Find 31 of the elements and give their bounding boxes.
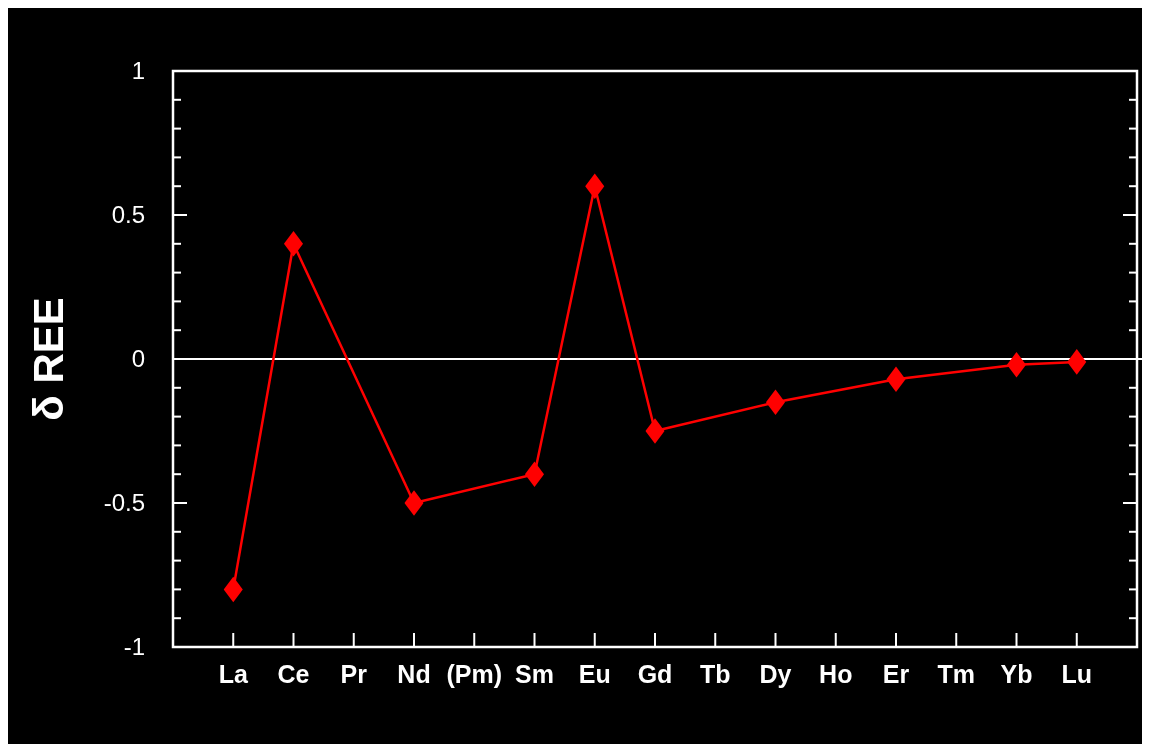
point [585, 173, 605, 199]
point [886, 366, 906, 392]
x-tick-label: Eu [578, 660, 611, 688]
y-tick-label: 1 [131, 57, 145, 85]
x-tick-label: Sm [515, 660, 554, 688]
x-tick-label: Pr [340, 660, 368, 688]
x-tick-label: Lu [1061, 660, 1093, 688]
x-tick-label: Tm [937, 660, 975, 688]
x-tick-label: (Pm) [446, 660, 503, 688]
x-tick-label: Er [882, 660, 910, 688]
y-axis-title: δ REE [25, 297, 72, 421]
x-tick-label: Yb [1000, 660, 1033, 688]
point [404, 490, 424, 516]
x-tick-label: La [218, 660, 249, 688]
y-tick-label: -0.5 [103, 489, 145, 517]
x-tick-label: Ho [819, 660, 853, 688]
x-tick-label: Dy [759, 660, 792, 688]
point [765, 389, 786, 415]
x-tick-label: Tb [699, 660, 731, 688]
y-tick-label: 0.5 [111, 201, 145, 229]
y-tick-label: -1 [123, 633, 145, 661]
y-tick-label: 0 [131, 345, 145, 373]
point [645, 418, 665, 444]
point [524, 461, 545, 487]
x-tick-label: Ce [277, 660, 310, 688]
point [1006, 352, 1027, 378]
point [1067, 349, 1087, 375]
x-tick-label: Gd [637, 660, 673, 688]
point [283, 231, 304, 257]
point [223, 576, 243, 603]
x-tick-label: Nd [397, 660, 431, 688]
